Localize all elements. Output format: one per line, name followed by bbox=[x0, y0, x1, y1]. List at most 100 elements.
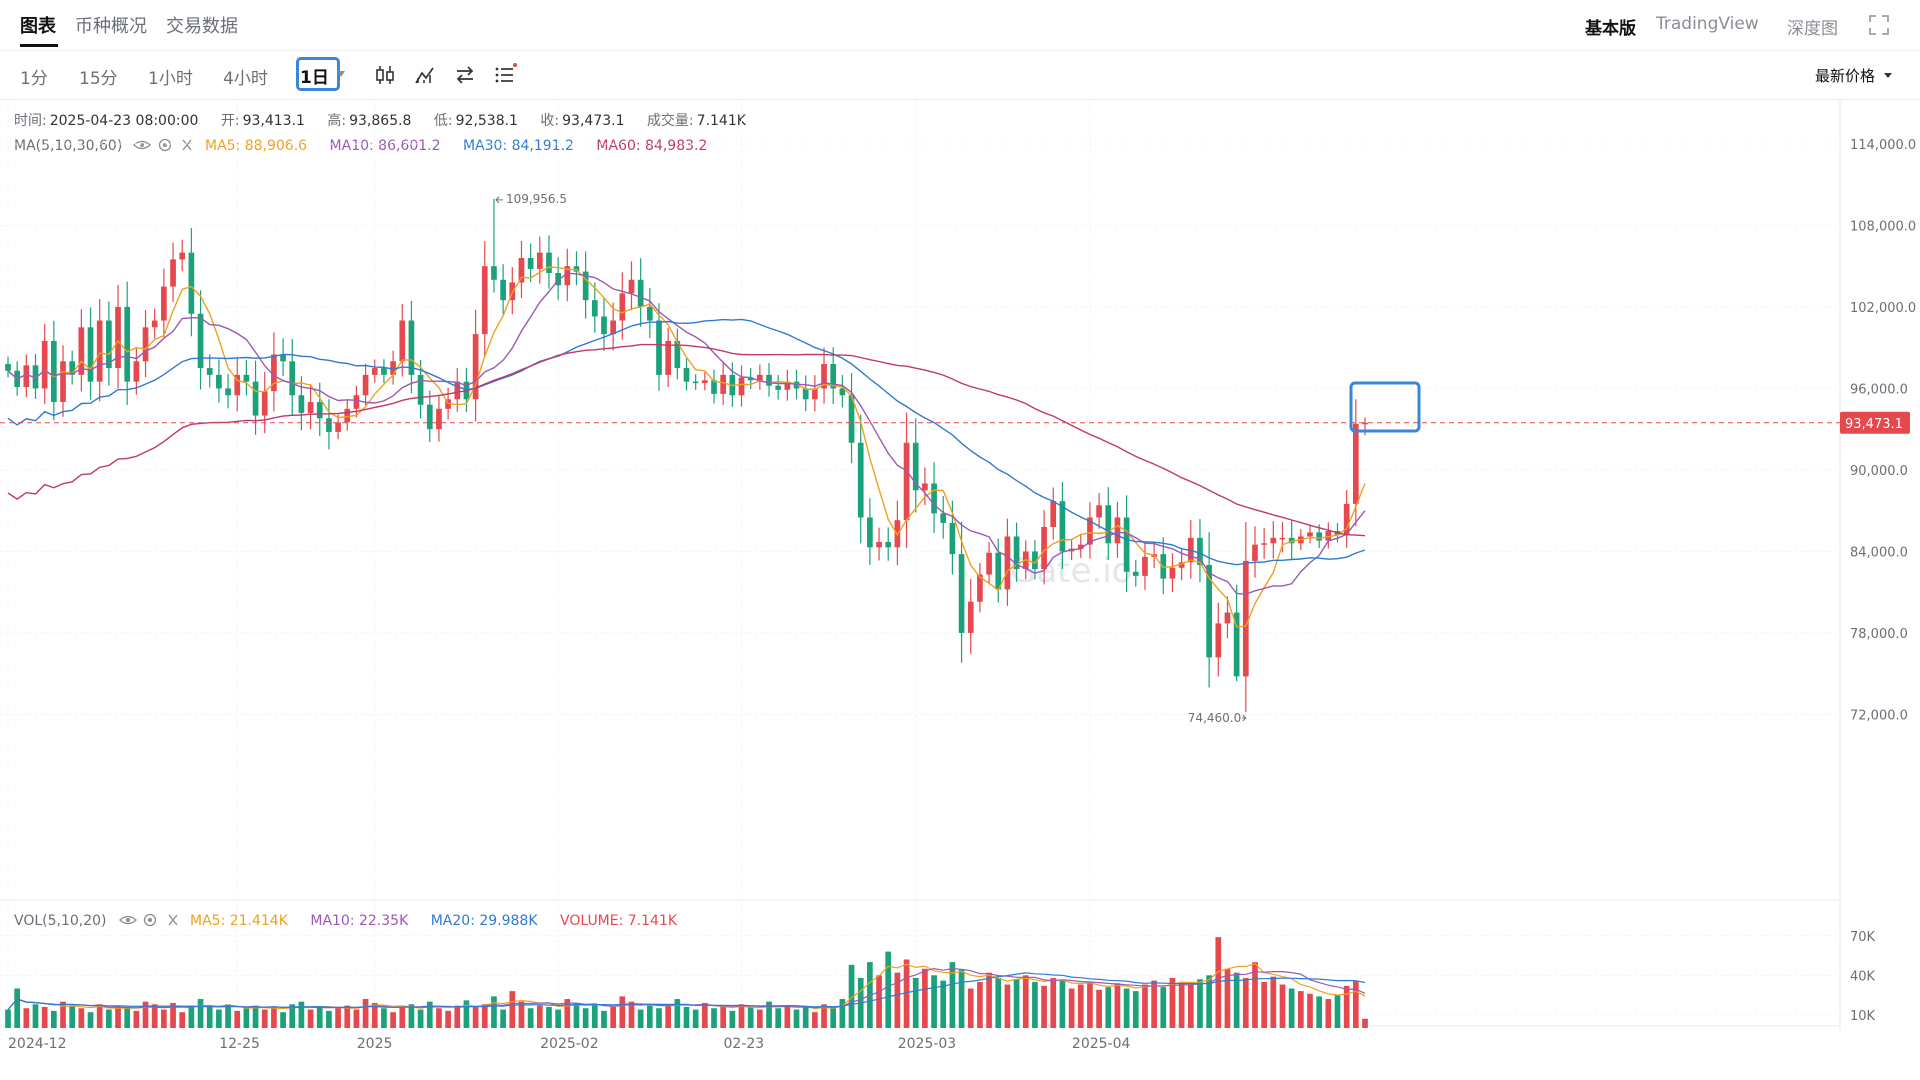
price-chart[interactable]: Gate.io 时间: 2025-04-23 08:00:00 开: 93,413.… bbox=[0, 100, 1920, 1080]
ohlc-low: 92,538.1 bbox=[456, 113, 518, 129]
candle-body bbox=[839, 388, 846, 396]
volume-bar bbox=[60, 1001, 66, 1028]
volume-bar bbox=[1215, 937, 1222, 1028]
volume-bar bbox=[197, 999, 204, 1028]
vol-ma10-value: MA10: 22.35K bbox=[310, 913, 409, 929]
volume-bar bbox=[78, 1008, 85, 1028]
tab-trading-data[interactable]: 交易数据 bbox=[166, 16, 238, 37]
fullscreen-icon[interactable] bbox=[1868, 14, 1890, 36]
tab-coin-overview[interactable]: 币种概况 bbox=[75, 16, 147, 37]
view-basic[interactable]: 基本版 bbox=[1585, 19, 1636, 39]
low-arrow-icon bbox=[1241, 714, 1247, 722]
swap-icon[interactable] bbox=[453, 63, 477, 87]
low-annotation: 74,460.0 bbox=[1188, 711, 1241, 725]
volume-bar bbox=[793, 1009, 800, 1028]
settings-list-icon[interactable] bbox=[493, 63, 517, 87]
volume-bar bbox=[51, 1010, 57, 1028]
volume-bar bbox=[738, 1004, 745, 1028]
close-icon[interactable] bbox=[182, 139, 192, 151]
tab-chart[interactable]: 图表 bbox=[20, 16, 56, 37]
volume-bar bbox=[87, 1012, 94, 1028]
price-axis: 114,000.0 108,000.0 102,000.0 96,000.0 90,00… bbox=[1850, 138, 1916, 723]
candle-body bbox=[1077, 544, 1084, 549]
ohlc-volume-label: 成交量: bbox=[647, 112, 694, 129]
volume-bar bbox=[665, 1004, 672, 1028]
volume-bar bbox=[408, 1004, 415, 1028]
candle-body bbox=[1096, 505, 1102, 518]
vol-eye-icon[interactable] bbox=[119, 915, 137, 925]
candle-body bbox=[1252, 544, 1258, 561]
volume-bar bbox=[674, 999, 681, 1028]
ohlc-high-label: 高: bbox=[327, 112, 346, 129]
settings-icon[interactable] bbox=[158, 138, 172, 152]
price-tick-label: 90,000.0 bbox=[1850, 464, 1908, 479]
timeframe-dropdown-icon[interactable] bbox=[337, 71, 345, 77]
candle-body bbox=[857, 442, 864, 518]
volume-bar bbox=[161, 1009, 167, 1028]
eye-icon[interactable] bbox=[133, 140, 151, 150]
candle-body bbox=[335, 422, 341, 432]
timeframe-1d[interactable]: 1日 bbox=[300, 68, 329, 88]
candle-body bbox=[848, 395, 855, 443]
candle-body bbox=[32, 365, 39, 389]
volume-bar bbox=[1343, 985, 1350, 1028]
price-type-select[interactable]: 最新价格 bbox=[1815, 67, 1876, 85]
candle-body bbox=[692, 381, 699, 384]
candle-body bbox=[775, 385, 782, 390]
timeframe-4h[interactable]: 4小时 bbox=[223, 69, 268, 89]
volume-bar bbox=[261, 1009, 268, 1028]
timeframe-1m[interactable]: 1分 bbox=[20, 69, 48, 89]
volume-bar bbox=[5, 1009, 11, 1028]
ohlc-time-label: 时间: bbox=[14, 113, 47, 129]
volume-bar bbox=[527, 1008, 534, 1028]
ma10-line bbox=[7, 272, 1366, 595]
candle-body bbox=[766, 374, 772, 386]
indicators-icon[interactable] bbox=[413, 63, 437, 87]
volume-bar bbox=[1187, 984, 1194, 1028]
candle-body bbox=[940, 513, 947, 523]
candle-body bbox=[876, 541, 882, 548]
timeframe-15m[interactable]: 15分 bbox=[79, 69, 118, 89]
candle-body bbox=[124, 306, 131, 382]
volume-bar bbox=[619, 996, 626, 1028]
volume-bar bbox=[1050, 977, 1057, 1028]
volume-bar bbox=[491, 996, 497, 1028]
view-depth-chart[interactable]: 深度图 bbox=[1787, 19, 1838, 39]
candle-body bbox=[1343, 503, 1350, 536]
candle-body bbox=[133, 361, 140, 382]
candle-body bbox=[234, 374, 241, 396]
candle-body bbox=[326, 418, 332, 432]
volume-bar bbox=[353, 1009, 360, 1028]
ma-legend-controls bbox=[133, 138, 192, 152]
vol-legend-controls bbox=[119, 913, 178, 927]
candle-body bbox=[280, 354, 286, 362]
volume-bar bbox=[417, 1009, 424, 1028]
candle-body bbox=[298, 395, 305, 413]
candle-body bbox=[216, 374, 222, 389]
view-tradingview[interactable]: TradingView bbox=[1656, 14, 1759, 34]
volume-bar bbox=[1169, 977, 1176, 1028]
volume-bar bbox=[546, 1006, 552, 1028]
volume-bar bbox=[106, 1009, 112, 1028]
volume-bar bbox=[1114, 983, 1121, 1028]
volume-bar bbox=[839, 999, 846, 1028]
volume-bar bbox=[481, 1004, 488, 1028]
candle-body bbox=[1206, 565, 1212, 658]
timeframe-1h[interactable]: 1小时 bbox=[148, 69, 193, 89]
vol-close-icon[interactable] bbox=[168, 914, 178, 926]
candle-body bbox=[1352, 423, 1359, 504]
candle-body bbox=[1362, 422, 1368, 425]
volume-bar bbox=[784, 1005, 791, 1028]
chevron-down-icon[interactable] bbox=[1884, 73, 1892, 78]
grid-lines bbox=[0, 100, 1840, 1026]
vol-settings-icon[interactable] bbox=[143, 913, 157, 927]
volume-bar bbox=[500, 1009, 506, 1028]
volume-bar bbox=[1233, 972, 1240, 1028]
candle-body bbox=[60, 361, 66, 403]
volume-bar bbox=[1206, 975, 1212, 1028]
volume-bar bbox=[720, 1005, 727, 1028]
candlestick-type-icon[interactable] bbox=[373, 63, 397, 87]
volume-bar bbox=[390, 1012, 396, 1028]
vol-values: MA5: 21.414K MA10: 22.35K MA20: 29.988K … bbox=[190, 913, 678, 929]
volume-bar bbox=[509, 991, 516, 1028]
